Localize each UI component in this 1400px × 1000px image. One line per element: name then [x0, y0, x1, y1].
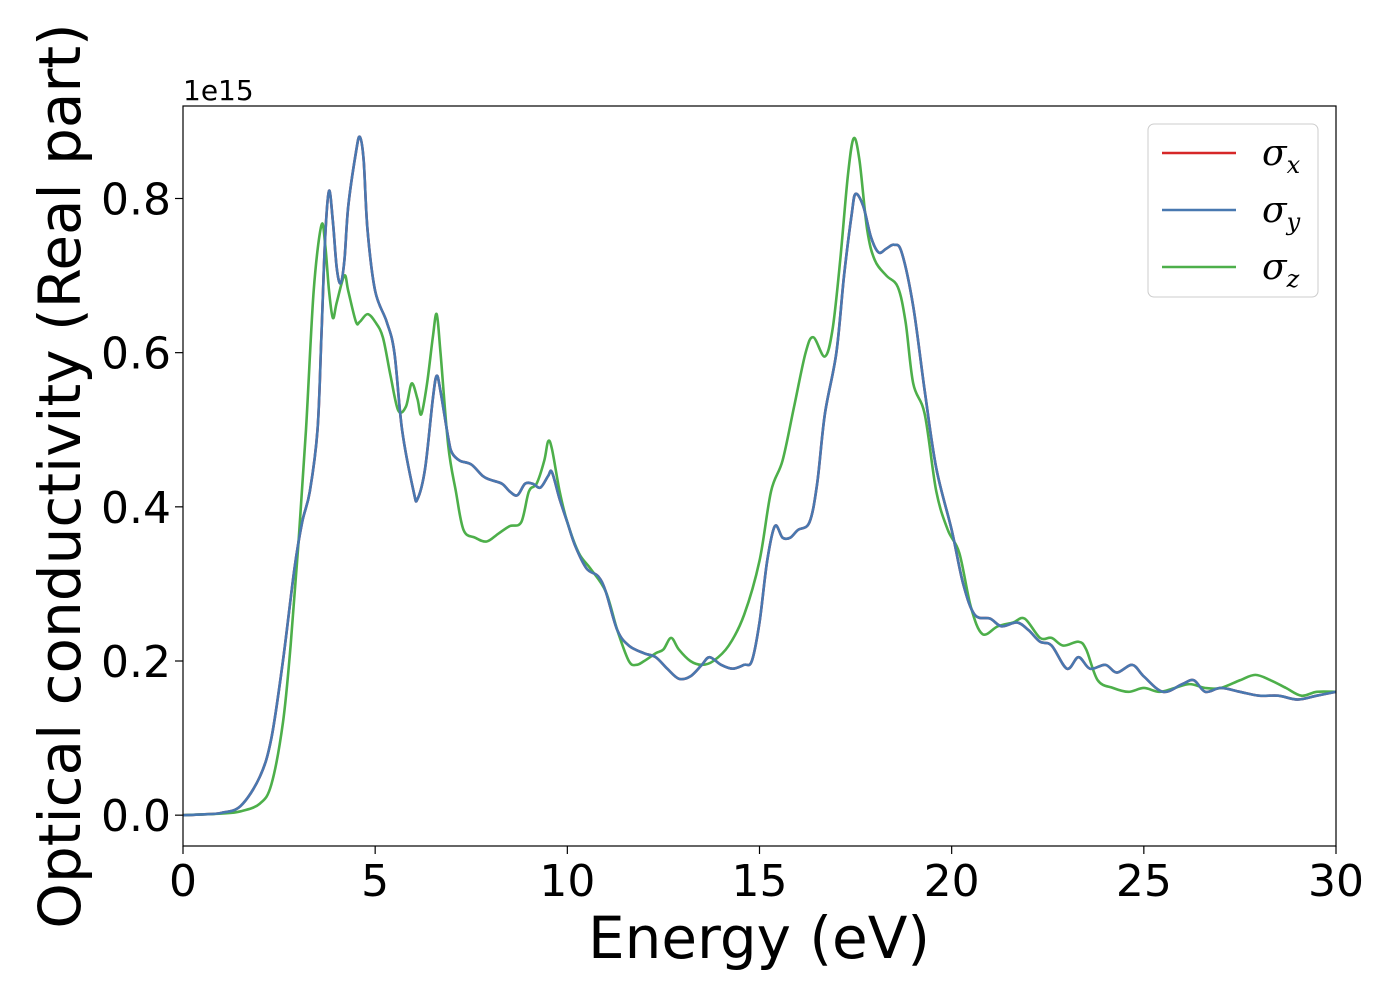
series-line-z [183, 136, 1336, 817]
series-line-y [183, 135, 1336, 817]
x-tick-label: 20 [924, 856, 980, 907]
legend-label-z: σz [1262, 247, 1300, 293]
y-tick-label: 0.2 [101, 637, 171, 688]
y-axis-ticks: 0.0 0.2 0.4 0.6 0.8 [101, 175, 183, 842]
y-tick-label: 0.4 [101, 483, 171, 534]
x-axis-ticks: 0 5 10 15 20 25 30 [169, 846, 1364, 907]
y-offset-text: 1e15 [183, 74, 254, 107]
y-tick-label: 0.8 [101, 175, 171, 226]
y-tick-label: 0.0 [101, 791, 171, 842]
legend: σx σy σz [1147, 123, 1319, 298]
x-tick-label: 0 [169, 856, 197, 907]
x-tick-label: 15 [732, 856, 788, 907]
y-tick-label: 0.6 [101, 329, 171, 380]
x-tick-label: 25 [1116, 856, 1172, 907]
plot-area [183, 135, 1336, 817]
legend-label-y: σy [1262, 190, 1301, 236]
x-tick-label: 10 [539, 856, 595, 907]
legend-label-x: σx [1262, 133, 1301, 179]
x-axis-label: Energy (eV) [588, 904, 930, 972]
y-axis-label: Optical conductivity (Real part) [26, 23, 94, 928]
x-tick-label: 5 [361, 856, 389, 907]
x-tick-label: 30 [1308, 856, 1364, 907]
